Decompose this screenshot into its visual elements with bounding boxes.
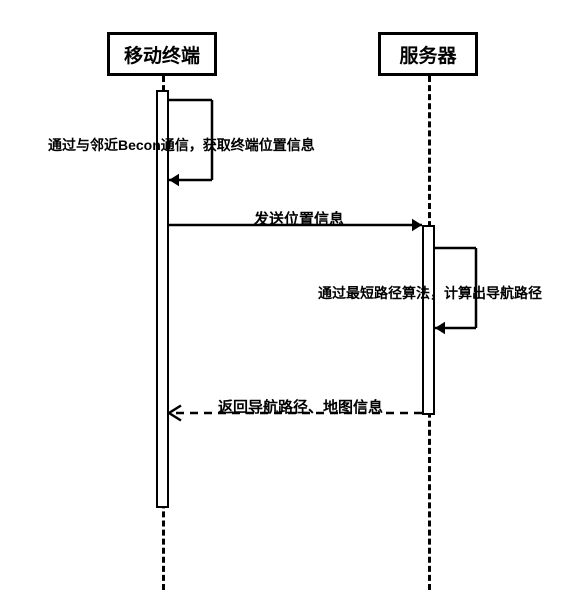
arrows-overlay (0, 0, 578, 609)
sequence-diagram: 移动终端 服务器 通过与邻近Becon通信，获取终端位置信息 通过最短路径算法，… (0, 0, 578, 609)
msg-return-path-label: 返回导航路径、地图信息 (218, 396, 383, 417)
activation-server (422, 225, 435, 415)
msg-send-location-label: 发送位置信息 (254, 208, 344, 229)
participant-terminal-label: 移动终端 (124, 41, 200, 68)
self-msg-server-label: 通过最短路径算法，计算出导航路径 (318, 283, 542, 303)
participant-terminal: 移动终端 (107, 32, 217, 76)
participant-server: 服务器 (378, 32, 478, 76)
participant-server-label: 服务器 (399, 41, 456, 68)
self-msg-terminal-label: 通过与邻近Becon通信，获取终端位置信息 (48, 135, 315, 155)
